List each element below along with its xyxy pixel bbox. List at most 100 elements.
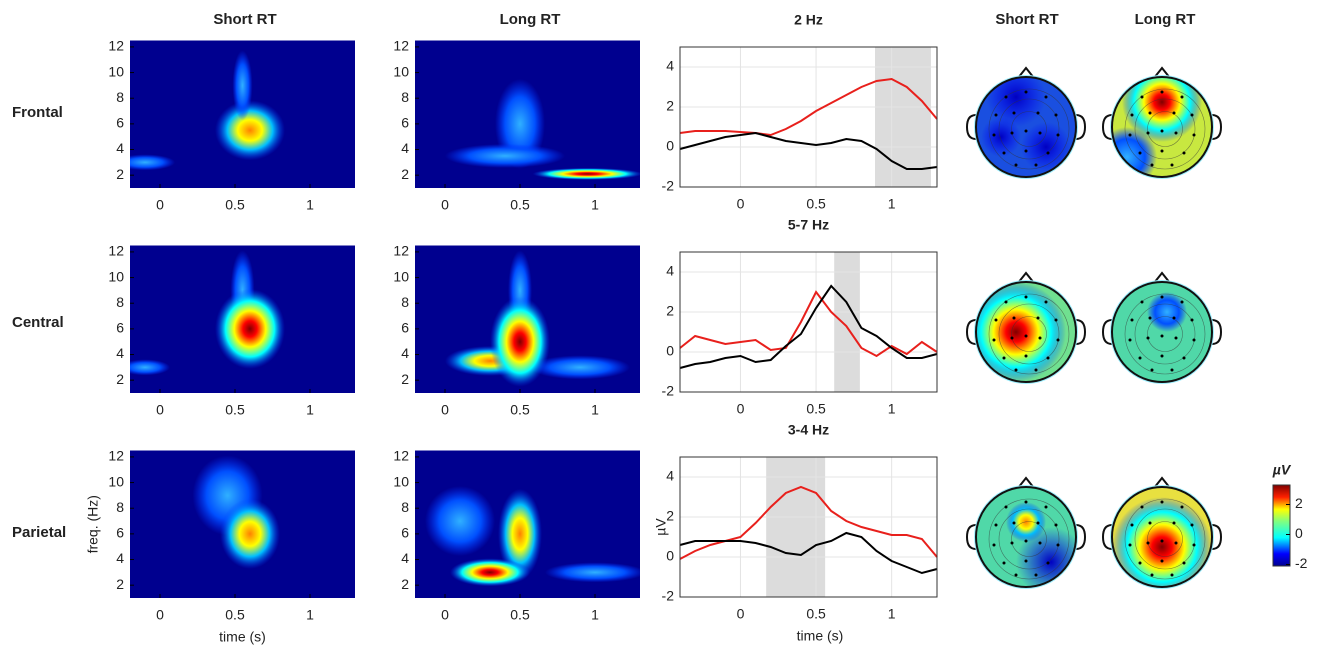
electrode	[1130, 523, 1134, 527]
head-nose	[1017, 271, 1035, 284]
chart-title: 5-7 Hz	[788, 217, 829, 233]
contour	[1147, 111, 1183, 147]
electrode	[994, 318, 998, 322]
head-nose	[1017, 66, 1035, 79]
head-outline	[975, 486, 1077, 588]
electrode	[1192, 133, 1196, 137]
heatmap-blob	[232, 50, 253, 121]
contour	[1011, 111, 1047, 147]
topomap-image	[1112, 487, 1212, 587]
electrode	[1002, 151, 1006, 155]
contour	[1011, 521, 1047, 557]
x-tick-label: 0.5	[806, 401, 826, 417]
electrode	[1160, 90, 1164, 94]
electrode	[1150, 163, 1154, 167]
electrode	[1054, 113, 1058, 117]
topo-blob	[1112, 497, 1212, 587]
electrode	[1024, 354, 1028, 358]
head-ear	[1101, 524, 1113, 550]
x-tick-label: 0.5	[225, 197, 245, 213]
y-tick-label: -2	[662, 383, 675, 399]
electrode	[1174, 131, 1178, 135]
electrode	[1180, 505, 1184, 509]
electrode	[992, 543, 996, 547]
electrode	[1038, 541, 1042, 545]
x-tick-label: 1	[591, 607, 599, 623]
colorbar-label: µV	[1272, 462, 1292, 478]
y-tick-label: 12	[108, 448, 124, 464]
contour	[1134, 98, 1196, 160]
electrode	[1012, 521, 1016, 525]
y-tick-label: 2	[666, 303, 674, 319]
y-axis-label: µV	[653, 518, 669, 536]
row-label: Frontal	[12, 104, 63, 121]
y-tick-label: 8	[116, 294, 124, 310]
electrode	[1140, 300, 1144, 304]
electrode	[1014, 163, 1018, 167]
shaded-window	[834, 252, 860, 392]
electrode	[994, 523, 998, 527]
x-tick-label: 0	[737, 401, 745, 417]
electrode	[1004, 300, 1008, 304]
electrode	[1010, 336, 1014, 340]
head-outline	[1111, 281, 1213, 383]
y-tick-label: 6	[116, 115, 124, 131]
electrode	[1024, 559, 1028, 563]
electrode	[1150, 573, 1154, 577]
heatmap-blob	[545, 562, 640, 583]
x-tick-label: 0	[737, 606, 745, 622]
heatmap-blob	[445, 143, 565, 168]
y-tick-label: 2	[666, 508, 674, 524]
x-tick-label: 0.5	[510, 402, 530, 418]
y-tick-label: 2	[666, 98, 674, 114]
heatmap-blob	[532, 167, 640, 180]
electrode	[1180, 300, 1184, 304]
head-nose	[1017, 476, 1035, 489]
heatmap-blob	[215, 100, 285, 161]
y-tick-label: 8	[116, 89, 124, 105]
y-tick-label: 6	[116, 525, 124, 541]
electrode	[1024, 90, 1028, 94]
electrode	[1128, 338, 1132, 342]
topomap-image	[1112, 77, 1212, 177]
column-header: Long RT	[500, 11, 561, 28]
electrode	[1024, 129, 1028, 133]
contour	[1134, 508, 1196, 570]
y-tick-label: 0	[666, 138, 674, 154]
line-series	[679, 131, 938, 170]
electrode	[1146, 336, 1150, 340]
electrode	[1160, 354, 1164, 358]
y-tick-label: 4	[116, 140, 124, 156]
head-ear	[965, 319, 977, 345]
head-outline	[975, 76, 1077, 178]
head-nose	[1153, 66, 1171, 79]
electrode	[1054, 523, 1058, 527]
electrode	[1160, 295, 1164, 299]
electrode	[1002, 561, 1006, 565]
column-header: Long RT	[1135, 11, 1196, 28]
head-ear	[1211, 114, 1223, 140]
y-tick-label: 2	[401, 371, 409, 387]
head-ear	[1075, 319, 1087, 345]
head-outline	[975, 281, 1077, 383]
line-series	[679, 531, 938, 575]
topomap-image	[976, 282, 1076, 382]
column-header: Short RT	[995, 11, 1058, 28]
contour	[998, 508, 1060, 570]
x-tick-label: 0	[441, 402, 449, 418]
y-tick-label: 4	[401, 140, 409, 156]
contour	[1124, 88, 1206, 170]
y-tick-label: 4	[666, 468, 674, 484]
electrode	[1148, 111, 1152, 115]
y-tick-label: 6	[401, 320, 409, 336]
x-tick-label: 1	[591, 402, 599, 418]
chart-title: 2 Hz	[794, 12, 823, 28]
y-tick-label: 12	[393, 448, 409, 464]
x-tick-label: 1	[888, 196, 896, 212]
colorbar-tick-label: 0	[1295, 525, 1303, 541]
x-tick-label: 0	[441, 197, 449, 213]
electrode	[1182, 561, 1186, 565]
electrode	[1160, 500, 1164, 504]
electrode	[1024, 539, 1028, 543]
electrode	[1004, 95, 1008, 99]
